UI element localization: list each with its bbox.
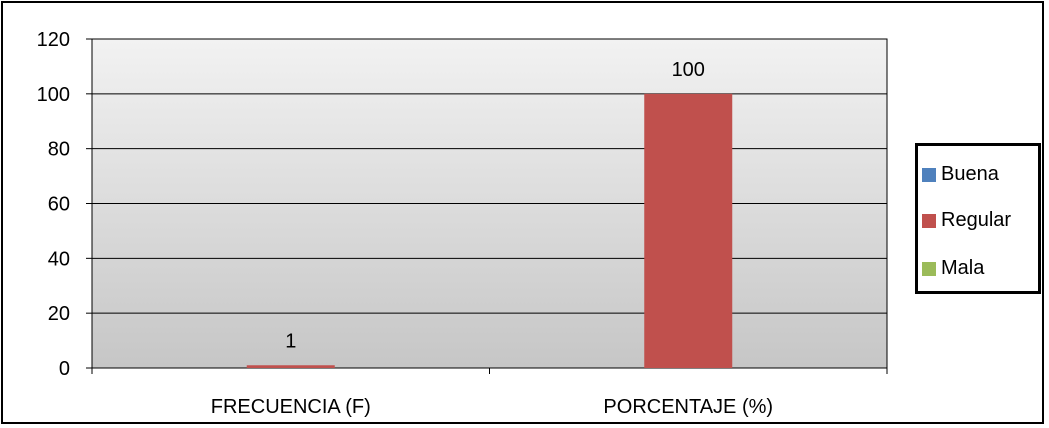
- x-axis-ticks: FRECUENCIA (F) PORCENTAJE (%): [91, 368, 888, 418]
- legend-swatch-buena: [922, 167, 936, 182]
- legend-swatch-mala: [922, 261, 936, 276]
- legend-item-mala: Mala: [922, 257, 984, 280]
- legend-label-mala: Mala: [941, 257, 985, 279]
- y-axis-ticks: 0 20 40 60 80 100 120: [37, 29, 92, 380]
- y-tick-label: 40: [48, 248, 70, 270]
- bar-regular-1: [644, 93, 733, 368]
- y-tick-label: 100: [37, 84, 70, 106]
- legend-label-regular: Regular: [941, 209, 1012, 231]
- x-tick-label: PORCENTAJE (%): [603, 396, 773, 418]
- y-tick-label: 80: [48, 139, 70, 161]
- legend-label-buena: Buena: [941, 163, 999, 185]
- legend-item-regular: Regular: [922, 209, 1011, 232]
- y-tick-label: 120: [37, 29, 70, 51]
- data-label: 1: [285, 330, 296, 352]
- legend: Buena Regular Mala: [915, 143, 1041, 294]
- legend-swatch-regular: [922, 213, 936, 228]
- x-tick-label: FRECUENCIA (F): [211, 396, 371, 418]
- data-labels: 1 100: [285, 59, 705, 352]
- legend-item-buena: Buena: [922, 163, 999, 186]
- bar-regular-0: [246, 365, 335, 368]
- y-tick-label: 0: [59, 358, 70, 380]
- data-label: 100: [672, 59, 705, 81]
- bars: [246, 93, 733, 368]
- gridlines: [92, 38, 887, 314]
- y-tick-label: 60: [48, 194, 70, 216]
- y-tick-label: 20: [48, 303, 70, 325]
